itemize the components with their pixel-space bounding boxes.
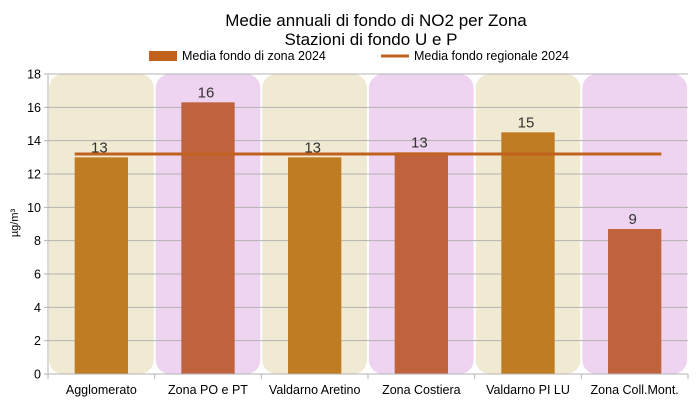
axes <box>44 73 689 379</box>
bars <box>74 102 662 374</box>
y-tick-label-0: 0 <box>34 368 41 382</box>
y-axis-label: µg/m³ <box>9 208 21 237</box>
y-tick-label-8: 8 <box>34 234 41 248</box>
y-tick-label-14: 14 <box>27 134 41 148</box>
category-bands <box>49 74 687 374</box>
category-label-5: Valdarno PI LU <box>486 383 570 397</box>
chart-title: Medie annuali di fondo di NO2 per Zona <box>225 11 527 30</box>
data-labels: 13 16 13 13 15 9 <box>91 84 637 228</box>
bar-2 <box>181 102 235 374</box>
y-tick-label-16: 16 <box>27 101 41 115</box>
data-label-4: 13 <box>411 134 428 151</box>
legend-label-regional: Media fondo regionale 2024 <box>414 49 569 63</box>
data-label-3: 13 <box>304 139 321 156</box>
y-tick-label-4: 4 <box>34 301 41 315</box>
y-tick-label-10: 10 <box>27 201 41 215</box>
data-label-6: 9 <box>628 211 636 228</box>
y-tick-labels: 0 2 4 6 8 10 12 14 16 18 <box>27 68 41 382</box>
y-tick-label-18: 18 <box>27 68 41 82</box>
data-label-2: 16 <box>198 84 215 101</box>
category-label-1: Agglomerato <box>66 383 137 397</box>
chart-subtitle: Stazioni di fondo U e P <box>285 30 458 49</box>
bar-1 <box>74 157 128 374</box>
y-tick-label-12: 12 <box>27 168 41 182</box>
legend: Media fondo di zona 2024 Media fondo reg… <box>149 49 569 63</box>
category-label-3: Valdarno Aretino <box>269 383 361 397</box>
category-label-4: Zona Costiera <box>382 383 461 397</box>
legend-label-zone: Media fondo di zona 2024 <box>182 49 326 63</box>
bar-6 <box>608 229 662 374</box>
legend-swatch-zone <box>149 51 177 61</box>
category-labels: Agglomerato Zona PO e PT Valdarno Aretino Z… <box>66 383 679 397</box>
y-tick-label-6: 6 <box>34 268 41 282</box>
y-tick-label-2: 2 <box>34 334 41 348</box>
category-label-2: Zona PO e PT <box>168 383 248 397</box>
category-label-6: Zona Coll.Mont. <box>591 383 679 397</box>
bar-5 <box>501 132 555 374</box>
bar-3 <box>288 157 342 374</box>
data-label-1: 13 <box>91 139 108 156</box>
bar-4 <box>394 152 448 374</box>
data-label-5: 15 <box>518 114 535 131</box>
